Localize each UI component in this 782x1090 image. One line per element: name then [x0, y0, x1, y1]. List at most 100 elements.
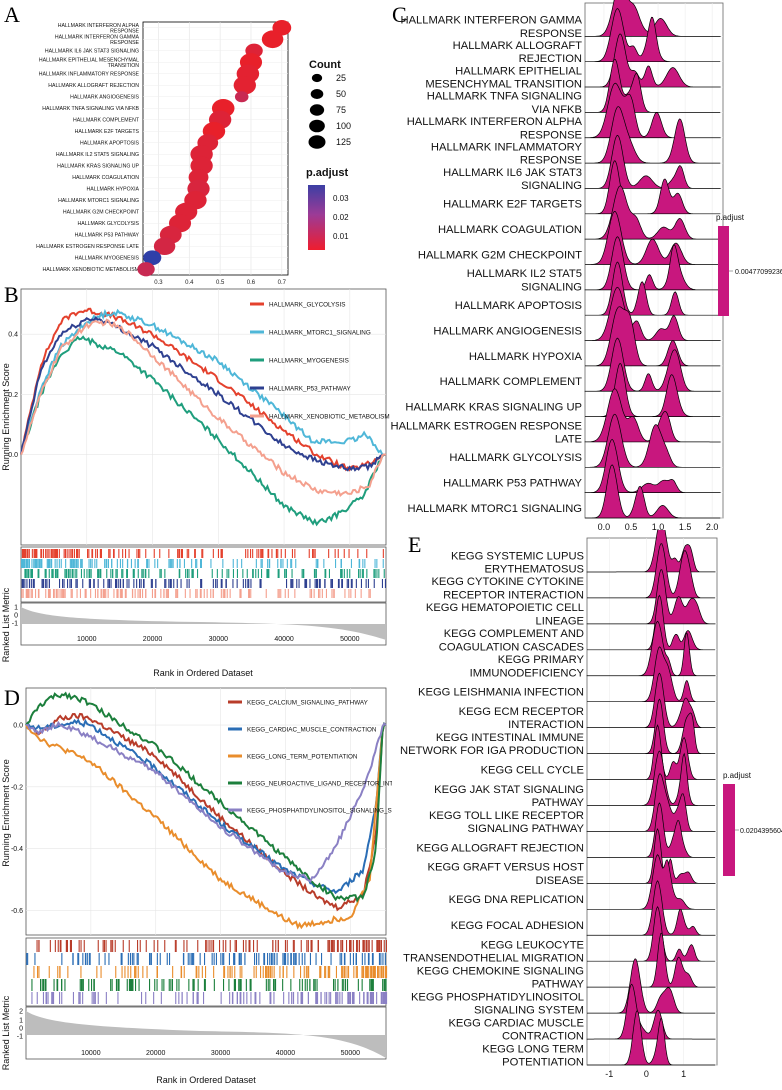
b-hit-tick: [212, 579, 214, 588]
d-hit-tick: [273, 992, 275, 1004]
b-hit-tick: [265, 589, 267, 598]
d-hit-tick: [274, 953, 276, 965]
b-hit-tick: [188, 549, 190, 558]
d-hit-tick: [316, 992, 318, 1004]
d-hit-tick: [171, 979, 173, 991]
d-hit-tick: [157, 940, 159, 952]
panel-e-label: E: [408, 532, 421, 557]
b-hit-tick: [75, 579, 77, 588]
b-legend-label: HALLMARK_GLYCOLYSIS: [269, 302, 345, 309]
d-hit-tick: [271, 966, 273, 978]
d-xtick-label: 20000: [146, 1050, 166, 1057]
a-category-label: HALLMARK INTERFERON ALPHA RESPONSE: [58, 23, 140, 35]
d-hit-tick: [330, 940, 332, 952]
b-hit-tick: [311, 589, 313, 598]
d-hit-tick: [213, 953, 215, 965]
d-hit-tick: [220, 992, 222, 1004]
b-hit-tick: [186, 569, 188, 578]
b-hit-tick: [173, 579, 175, 588]
d-hit-tick: [342, 966, 344, 978]
b-hit-tick: [217, 549, 219, 558]
b-hit-tick: [309, 589, 311, 598]
b-hit-tick: [21, 559, 23, 568]
e-ridge: [586, 620, 716, 677]
c-row-label: HALLMARK INTERFERON GAMMA RESPONSE: [400, 15, 582, 40]
b-hit-tick: [287, 589, 289, 598]
b-hit-tick: [337, 549, 339, 558]
b-hit-tick: [22, 559, 24, 568]
b-hit-tick: [128, 579, 130, 588]
d-hit-tick: [82, 979, 84, 991]
d-legend-label: KEGG_CARDIAC_MUSCLE_CONTRACTION: [247, 727, 377, 734]
b-hit-tick: [284, 589, 286, 598]
e-ridge: [587, 646, 716, 703]
d-hit-tick: [384, 953, 386, 965]
b-hit-tick: [357, 549, 359, 558]
b-hit-tick: [137, 559, 139, 568]
e-ridge: [586, 569, 716, 625]
b-hit-tick: [21, 549, 23, 558]
d-hit-tick: [86, 953, 88, 965]
a-category-label: HALLMARK IL2 STAT5 SIGNALING: [56, 152, 139, 158]
b-hit-tick: [25, 549, 27, 558]
d-hit-tick: [334, 979, 336, 991]
b-hit-tick: [313, 549, 315, 558]
b-hit-tick: [324, 579, 326, 588]
b-hit-tick: [312, 549, 314, 558]
d-hit-tick: [273, 966, 275, 978]
d-hit-tick: [290, 979, 292, 991]
b-hit-tick: [317, 579, 319, 588]
b-hit-tick: [77, 559, 79, 568]
b-hit-tick: [275, 549, 277, 558]
e-xtick-label: -1: [605, 1069, 613, 1079]
b-hit-tick: [28, 579, 30, 588]
b-hit-tick: [40, 549, 42, 558]
d-hit-tick: [254, 953, 256, 965]
d-hit-tick: [82, 953, 84, 965]
b-hit-tick: [22, 589, 24, 598]
panel-c-ridgeline: C HALLMARK INTERFERON GAMMA RESPONSEHALLM…: [391, 0, 782, 532]
a-category-label: HALLMARK P53 PATHWAY: [75, 233, 140, 239]
b-hit-tick: [355, 579, 357, 588]
b-hit-tick: [62, 589, 64, 598]
c-row-label: HALLMARK IL6 JAK STAT3 SIGNALING: [443, 167, 582, 192]
b-hit-tick: [259, 579, 261, 588]
b-hit-tick: [221, 549, 223, 558]
count-legend-dot: [311, 73, 323, 83]
b-hit-tick: [97, 589, 99, 598]
b-hit-tick: [36, 559, 38, 568]
count-legend-label: 25: [336, 73, 346, 83]
b-hit-tick: [220, 579, 222, 588]
b-hit-tick: [70, 559, 72, 568]
d-hit-tick: [315, 992, 317, 1004]
b-hit-tick: [46, 559, 48, 568]
b-hit-tick: [280, 589, 282, 598]
d-hit-tick: [83, 940, 85, 952]
padj-colorbar: [308, 185, 325, 250]
b-hit-tick: [122, 569, 124, 578]
b-hit-tick: [115, 569, 117, 578]
b-hit-tick: [145, 589, 147, 598]
b-hit-tick: [143, 569, 145, 578]
b-hit-tick: [137, 569, 139, 578]
b-hit-tick: [220, 549, 222, 558]
b-hit-tick: [277, 549, 279, 558]
panel-e-colorbar: [723, 784, 735, 876]
d-hit-tick: [149, 979, 151, 991]
d-hit-tick: [324, 966, 326, 978]
b-hit-tick: [56, 589, 58, 598]
b-hit-tick: [103, 579, 105, 588]
b-hit-tick: [125, 549, 127, 558]
d-hit-tick: [351, 992, 353, 1004]
c-row-label: HALLMARK COAGULATION: [438, 224, 582, 236]
e-ridge: [587, 1009, 716, 1066]
b-hit-tick: [68, 549, 70, 558]
b-hit-tick: [90, 569, 92, 578]
d-hit-tick: [283, 953, 285, 965]
d-hit-tick: [349, 953, 351, 965]
d-hit-tick: [231, 966, 233, 978]
b-hit-tick: [90, 559, 92, 568]
d-hit-tick: [80, 979, 82, 991]
b-hit-tick: [98, 569, 100, 578]
d-hit-tick: [80, 940, 82, 952]
